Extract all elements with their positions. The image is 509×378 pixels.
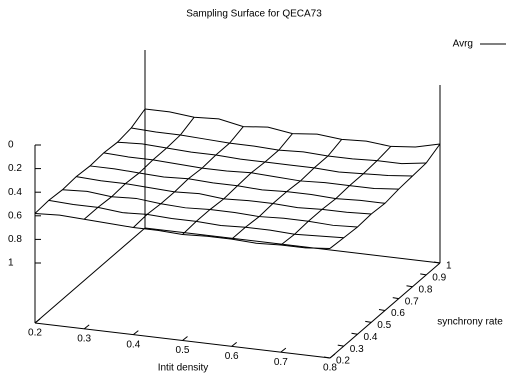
y-tick xyxy=(365,320,372,323)
x-tick xyxy=(133,330,139,336)
surface-row xyxy=(117,141,413,177)
x-tick xyxy=(182,336,188,341)
surface-column xyxy=(83,116,195,220)
x-tick xyxy=(231,341,237,347)
y-tick-label: 0.5 xyxy=(377,320,391,331)
x-tick-label: 0.8 xyxy=(323,363,337,374)
surface-column xyxy=(231,139,343,240)
surface-column xyxy=(182,133,293,235)
x-tick xyxy=(280,347,287,353)
z-tick-label: 0.2 xyxy=(8,163,22,174)
x-tick-label: 0.7 xyxy=(274,357,288,368)
y-tick xyxy=(433,261,441,264)
x-tick-label: 0.6 xyxy=(225,351,239,362)
x-tick-label: 0.2 xyxy=(28,328,42,339)
y-axis-label: synchrony rate xyxy=(437,317,503,328)
y-tick-label: 0.8 xyxy=(419,284,433,295)
z-tick-label: 0.8 xyxy=(8,234,22,245)
x-tick xyxy=(329,353,336,359)
y-tick xyxy=(392,297,399,300)
y-tick xyxy=(337,344,344,347)
y-tick-label: 1 xyxy=(446,261,452,272)
surface-column xyxy=(329,143,441,249)
y-tick xyxy=(420,273,427,276)
y-tick xyxy=(378,309,386,311)
y-tick xyxy=(406,285,413,288)
surface-column xyxy=(280,146,392,246)
y-tick-label: 0.6 xyxy=(391,308,405,319)
legend-label: Avrg xyxy=(453,39,473,50)
surface-column xyxy=(34,108,146,214)
surface-row xyxy=(76,176,372,215)
y-tick-label: 0.9 xyxy=(432,273,446,284)
y-tick-label: 0.4 xyxy=(364,332,378,343)
surface-row xyxy=(144,108,441,148)
y-tick-label: 0.3 xyxy=(350,344,364,355)
z-tick-label: 0.4 xyxy=(8,187,22,198)
z-tick-label: 0.6 xyxy=(8,210,22,221)
y-tick xyxy=(323,356,331,359)
x-tick xyxy=(34,318,41,324)
z-tick-label: 0 xyxy=(8,140,14,151)
axis-line xyxy=(144,227,441,264)
surface-row xyxy=(103,152,399,190)
x-tick xyxy=(83,324,90,330)
x-tick-label: 0.5 xyxy=(176,345,190,356)
y-tick-label: 0.2 xyxy=(336,356,350,367)
y-tick-label: 0.7 xyxy=(405,296,419,307)
y-tick xyxy=(351,332,358,335)
x-tick-label: 0.4 xyxy=(126,339,140,350)
x-axis-label: Intit density xyxy=(158,363,209,374)
surface-row xyxy=(48,199,344,239)
surface-row xyxy=(131,127,427,165)
z-tick-label: 1 xyxy=(8,258,14,269)
chart-title: Sampling Surface for QECA73 xyxy=(186,9,322,20)
surface-column xyxy=(132,126,244,228)
axis-line xyxy=(34,227,146,324)
x-tick-label: 0.3 xyxy=(77,333,91,344)
